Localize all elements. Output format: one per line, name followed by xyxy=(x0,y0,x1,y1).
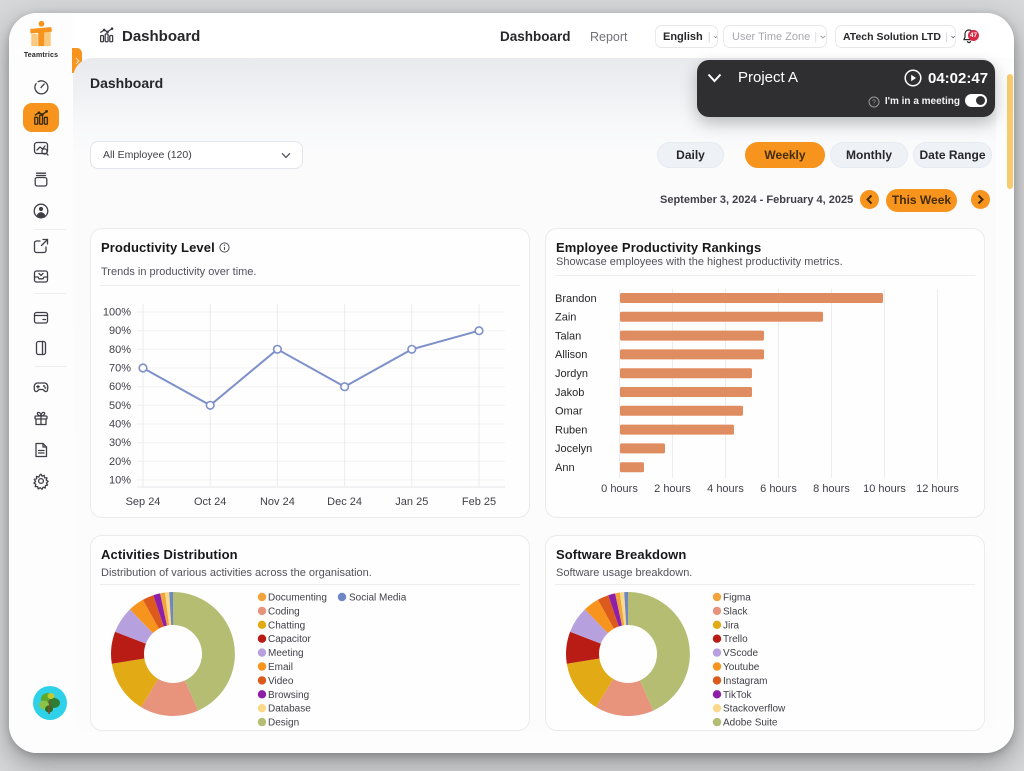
svg-text:Jordyn: Jordyn xyxy=(555,368,588,380)
svg-text:Instagram: Instagram xyxy=(723,676,767,687)
svg-text:80%: 80% xyxy=(109,344,131,356)
svg-text:8 hours: 8 hours xyxy=(813,483,850,495)
svg-text:Design: Design xyxy=(268,718,299,729)
svg-text:Ann: Ann xyxy=(555,462,575,474)
svg-text:Trello: Trello xyxy=(723,634,748,645)
svg-text:TikTok: TikTok xyxy=(723,690,753,701)
svg-text:Jakob: Jakob xyxy=(555,387,584,399)
svg-text:Social Media: Social Media xyxy=(349,593,407,604)
svg-text:Nov 24: Nov 24 xyxy=(260,496,295,508)
svg-text:4 hours: 4 hours xyxy=(707,483,744,495)
svg-text:?: ? xyxy=(872,99,876,106)
svg-text:Talan: Talan xyxy=(555,330,581,342)
svg-text:70%: 70% xyxy=(109,363,131,375)
svg-text:0 hours: 0 hours xyxy=(601,483,638,495)
svg-text:Stackoverflow: Stackoverflow xyxy=(723,704,786,715)
svg-text:10%: 10% xyxy=(109,475,131,487)
svg-text:Ruben: Ruben xyxy=(555,424,587,436)
svg-text:Figma: Figma xyxy=(723,593,751,604)
svg-text:Jira: Jira xyxy=(723,620,740,631)
svg-text:Coding: Coding xyxy=(268,606,300,617)
svg-text:Capacitor: Capacitor xyxy=(268,634,311,645)
svg-text:50%: 50% xyxy=(109,400,131,412)
svg-text:60%: 60% xyxy=(109,381,131,393)
svg-text:Meeting: Meeting xyxy=(268,648,304,659)
svg-text:30%: 30% xyxy=(109,437,131,449)
svg-text:Sep 24: Sep 24 xyxy=(126,496,161,508)
svg-text:2 hours: 2 hours xyxy=(654,483,691,495)
svg-text:VScode: VScode xyxy=(723,648,758,659)
svg-text:Omar: Omar xyxy=(555,406,583,418)
svg-text:Documenting: Documenting xyxy=(268,593,327,604)
svg-text:Dec 24: Dec 24 xyxy=(327,496,362,508)
svg-text:6 hours: 6 hours xyxy=(760,483,797,495)
svg-text:100%: 100% xyxy=(103,307,131,319)
svg-text:Email: Email xyxy=(268,662,293,673)
svg-text:Allison: Allison xyxy=(555,349,587,361)
svg-text:40%: 40% xyxy=(109,419,131,431)
svg-text:Chatting: Chatting xyxy=(268,620,305,631)
svg-text:Adobe Suite: Adobe Suite xyxy=(723,718,778,729)
svg-text:Browsing: Browsing xyxy=(268,690,309,701)
svg-text:12 hours: 12 hours xyxy=(916,483,959,495)
svg-text:Brandon: Brandon xyxy=(555,293,597,305)
svg-text:90%: 90% xyxy=(109,325,131,337)
svg-text:Database: Database xyxy=(268,704,311,715)
svg-text:Youtube: Youtube xyxy=(723,662,760,673)
svg-text:Video: Video xyxy=(268,676,294,687)
svg-text:Slack: Slack xyxy=(723,606,748,617)
svg-text:Zain: Zain xyxy=(555,312,576,324)
svg-text:Jan 25: Jan 25 xyxy=(395,496,428,508)
svg-text:20%: 20% xyxy=(109,456,131,468)
svg-text:Feb 25: Feb 25 xyxy=(462,496,496,508)
svg-text:Jocelyn: Jocelyn xyxy=(555,443,592,455)
svg-text:Oct 24: Oct 24 xyxy=(194,496,226,508)
svg-text:10 hours: 10 hours xyxy=(863,483,906,495)
